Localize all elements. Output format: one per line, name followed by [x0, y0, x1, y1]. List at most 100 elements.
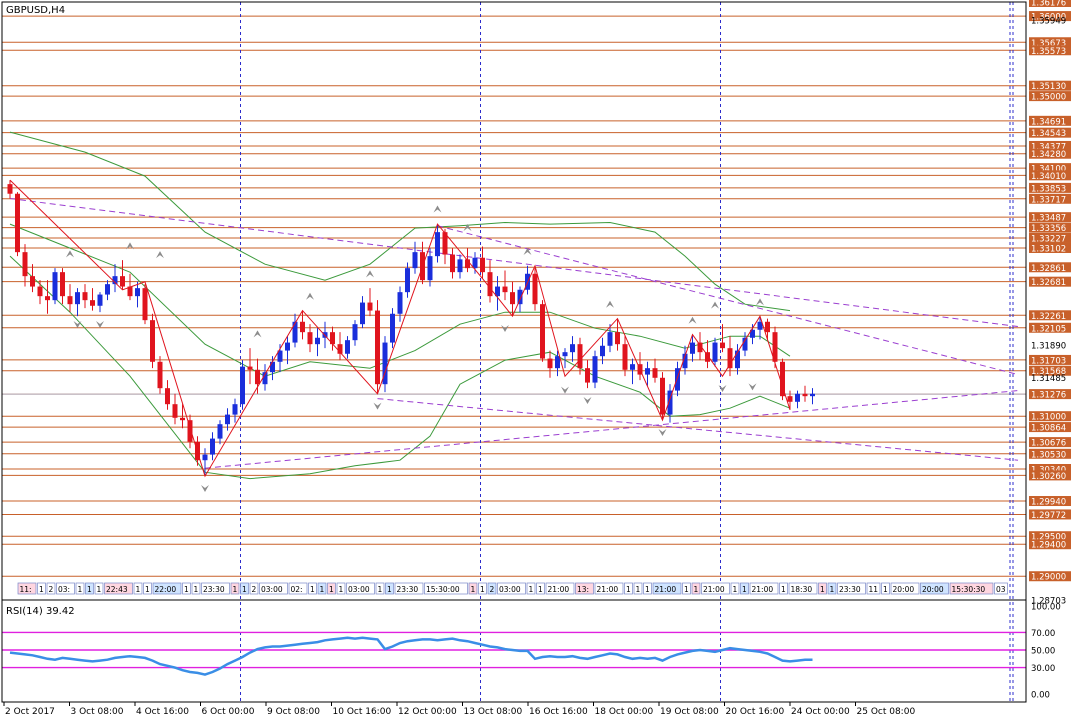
- fractal-down-7: [658, 428, 667, 436]
- candle-94: [712, 337, 718, 367]
- session-badge-42: 1: [691, 582, 701, 595]
- price-label-box-17: [1029, 232, 1071, 243]
- session-badge-24: 1: [375, 582, 385, 595]
- candle-38: [292, 313, 298, 348]
- candle-80: [607, 324, 613, 353]
- session-badge-45: 1: [740, 582, 749, 595]
- session-badge-text-51: 23:30: [839, 585, 861, 594]
- candle-10: [82, 284, 88, 309]
- session-badge-text-30: 2: [490, 585, 495, 594]
- time-axis: 2 Oct 2017 3 Oct 08:00 4 Oct 16:00 6 Oct 00…: [3, 702, 916, 717]
- trend-line-3: [204, 390, 1019, 469]
- candle-88: [667, 384, 673, 423]
- session-badge-32: 1: [526, 582, 536, 595]
- price-label-box-15: [1029, 212, 1071, 223]
- candle-body-107: [810, 393, 815, 397]
- session-badge-box-3: [56, 582, 75, 595]
- price-label-25: 1.31568: [1029, 365, 1071, 377]
- session-badge-40: 21:00: [652, 582, 682, 595]
- session-badge-35: 13:: [575, 582, 594, 595]
- price-label-33: 1.30260: [1029, 470, 1071, 482]
- price-label-36: 1.29500: [1029, 531, 1071, 543]
- session-badge-48: 18:30: [788, 582, 818, 595]
- price-label-14: 1.33717: [1029, 193, 1071, 205]
- session-badge-44: 1: [730, 582, 740, 595]
- candle-1: [15, 192, 20, 257]
- session-badge-box-39: [643, 582, 652, 595]
- session-badge-text-12: 1: [194, 585, 199, 594]
- candle-body-11: [90, 300, 95, 306]
- price-label-box-7: [1029, 115, 1071, 126]
- rsi-tick-0: 100.00: [1031, 603, 1061, 613]
- price-label-box-37: [1029, 539, 1071, 550]
- price-label-30: 1.30676: [1029, 437, 1071, 449]
- candle-71: [540, 300, 545, 362]
- candle-76: [577, 337, 583, 375]
- session-badge-55: 20:00: [920, 582, 949, 595]
- candle-95: [720, 324, 725, 353]
- session-badge-23: 03:00: [346, 582, 375, 595]
- candle-body-18: [142, 288, 148, 321]
- session-badge-49: 1: [818, 582, 827, 595]
- session-badge-text-0: 11:: [20, 585, 32, 594]
- price-label-39: 1.28703: [1031, 597, 1066, 607]
- candle-63: [480, 246, 485, 279]
- session-badge-37: 1: [624, 582, 633, 595]
- session-badge-8: 1: [133, 582, 143, 595]
- price-label-29: 1.30864: [1029, 422, 1071, 434]
- candle-86: [652, 358, 658, 383]
- candle-81: [615, 318, 620, 351]
- candle-57: [435, 224, 440, 263]
- session-badge-text-2: 2: [49, 585, 54, 594]
- candle-32: [247, 348, 253, 385]
- price-label-2: 1.35949: [1031, 17, 1066, 27]
- price-label-37: 1.29400: [1029, 539, 1071, 551]
- session-badge-box-29: [478, 582, 487, 595]
- price-label-text-9: 1.34377: [1031, 142, 1066, 152]
- candle-54: [412, 241, 418, 274]
- session-badge-box-36: [594, 582, 624, 595]
- session-badge-box-7: [104, 582, 133, 595]
- price-label-22: 1.32105: [1029, 322, 1071, 334]
- session-badge-box-49: [818, 582, 827, 595]
- price-label-box-19: [1029, 262, 1071, 273]
- candle-body-0: [7, 184, 13, 194]
- candle-46: [352, 320, 358, 346]
- candle-body-88: [667, 390, 673, 415]
- session-badge-box-20: [317, 582, 327, 595]
- price-label-box-16: [1029, 222, 1071, 233]
- price-label-text-17: 1.33227: [1031, 234, 1066, 244]
- price-label-text-27: 1.31276: [1031, 391, 1066, 401]
- session-badge-47: 1: [779, 582, 788, 595]
- session-badge-box-17: [259, 582, 288, 595]
- session-badge-36: 21:00: [594, 582, 624, 595]
- candle-body-62: [472, 257, 478, 269]
- session-badge-box-57: [994, 582, 1008, 595]
- fractal-down-5: [561, 386, 569, 394]
- session-badge-text-22: 1: [339, 585, 344, 594]
- candle-body-59: [450, 254, 455, 273]
- session-badge-text-31: 03:00: [499, 585, 521, 594]
- time-label-13: 25 Oct 08:00: [857, 707, 916, 717]
- session-badge-15: 1: [240, 582, 249, 595]
- session-badge-29: 1: [478, 582, 487, 595]
- price-label-box-22: [1029, 322, 1071, 333]
- session-badge-box-45: [740, 582, 749, 595]
- candle-body-73: [555, 356, 560, 369]
- session-badge-text-23: 03:00: [348, 585, 370, 594]
- price-label-text-1: 1.36000: [1031, 13, 1066, 23]
- candle-body-99: [750, 329, 755, 338]
- session-badge-text-49: 1: [820, 585, 825, 594]
- candle-body-76: [577, 344, 583, 369]
- session-badge-text-11: 1: [184, 585, 189, 594]
- session-badge-text-8: 1: [136, 585, 141, 594]
- session-badge-54: 20:00: [890, 582, 920, 595]
- session-badge-53: 1: [881, 582, 890, 595]
- candle-40: [307, 324, 313, 353]
- price-label-text-39: 1.28703: [1031, 597, 1066, 607]
- session-badge-38: 1: [633, 582, 643, 595]
- candle-body-58: [442, 232, 448, 255]
- candle-body-50: [382, 342, 388, 385]
- price-label-4: 1.35573: [1029, 45, 1071, 57]
- session-badge-box-56: [949, 582, 994, 595]
